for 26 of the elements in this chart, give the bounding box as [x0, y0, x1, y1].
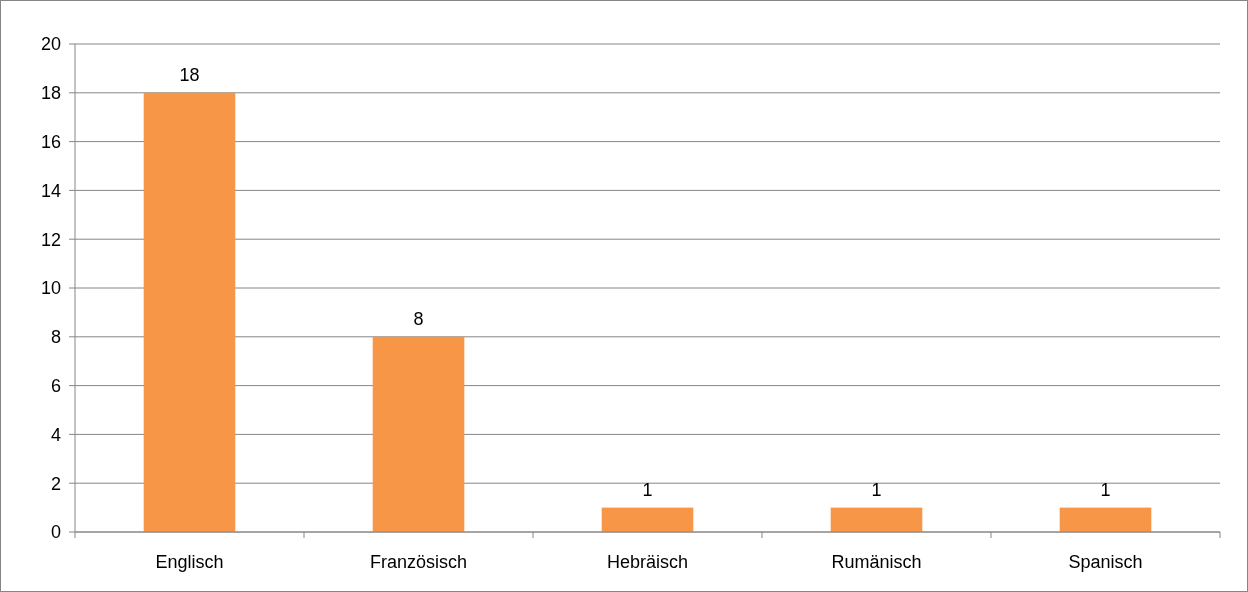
data-label: 8 — [413, 308, 424, 329]
y-tick-label: 20 — [40, 34, 61, 55]
y-tick-label: 6 — [50, 375, 61, 396]
data-label: 1 — [1100, 479, 1111, 500]
data-label: 1 — [871, 479, 882, 500]
y-tick-label: 0 — [50, 522, 61, 543]
data-label: 18 — [179, 64, 200, 85]
y-tick-label: 16 — [40, 131, 61, 152]
y-tick-label: 18 — [40, 83, 61, 104]
x-tick-label: Englisch — [155, 552, 224, 572]
bar — [601, 507, 694, 532]
y-tick-label: 14 — [40, 180, 61, 201]
y-tick-label: 10 — [40, 278, 61, 299]
x-tick-label: Spanisch — [1068, 552, 1143, 572]
bar — [1059, 507, 1152, 532]
bar — [143, 92, 236, 532]
x-tick-label: Hebräisch — [606, 552, 689, 572]
data-label: 1 — [642, 479, 653, 500]
y-tick-label: 8 — [50, 327, 61, 348]
bar — [830, 507, 923, 532]
x-tick-label: Rumänisch — [831, 552, 922, 572]
y-tick-label: 12 — [40, 229, 61, 250]
y-tick-label: 4 — [50, 424, 61, 445]
x-tick-label: Französisch — [369, 552, 468, 572]
bar — [372, 336, 465, 532]
y-tick-label: 2 — [50, 473, 61, 494]
